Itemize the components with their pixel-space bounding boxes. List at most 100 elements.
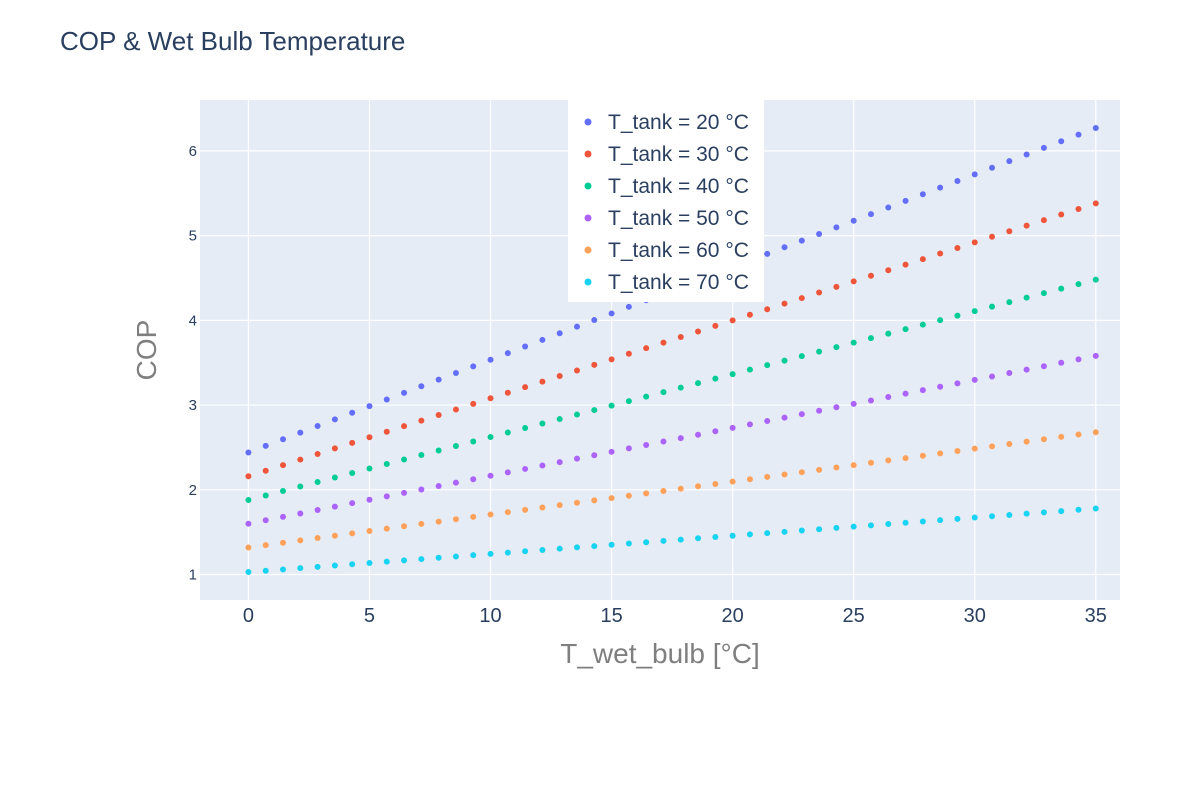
data-point <box>1006 370 1013 377</box>
legend-item[interactable]: T_tank = 60 °C <box>584 239 749 262</box>
data-point <box>919 321 926 328</box>
data-point <box>245 473 252 480</box>
data-point <box>573 544 580 551</box>
legend-item[interactable]: T_tank = 20 °C <box>584 111 749 134</box>
data-point <box>712 375 719 382</box>
data-point <box>331 416 338 423</box>
data-point <box>314 563 321 570</box>
legend-label: T_tank = 20 °C <box>608 111 749 134</box>
data-point <box>989 303 996 310</box>
data-point <box>781 357 788 364</box>
x-tick-label: 15 <box>600 605 622 627</box>
data-point <box>349 561 356 568</box>
data-point <box>764 362 771 369</box>
data-point <box>695 535 702 542</box>
data-point <box>470 363 477 370</box>
data-point <box>764 250 771 257</box>
data-point <box>989 373 996 380</box>
data-point <box>487 472 494 479</box>
data-point <box>470 438 477 445</box>
data-point <box>383 558 390 565</box>
data-point <box>470 552 477 559</box>
data-point <box>677 435 684 442</box>
data-point <box>366 434 373 441</box>
data-point <box>695 380 702 387</box>
data-point <box>677 334 684 341</box>
data-point <box>1023 222 1030 229</box>
data-point <box>833 404 840 411</box>
data-point <box>280 566 287 573</box>
data-point <box>1023 366 1030 373</box>
data-point <box>504 350 511 357</box>
data-point <box>591 317 598 324</box>
data-point <box>245 569 252 576</box>
data-point <box>262 492 269 499</box>
data-point <box>297 510 304 517</box>
data-point <box>677 485 684 492</box>
x-tick-label: 35 <box>1085 605 1107 627</box>
data-point <box>867 211 874 218</box>
data-point <box>1075 506 1082 513</box>
data-point <box>539 420 546 427</box>
data-point <box>573 455 580 462</box>
data-point <box>314 479 321 486</box>
data-point <box>608 310 615 317</box>
data-point <box>971 445 978 452</box>
data-point <box>539 462 546 469</box>
legend-marker <box>584 214 592 222</box>
y-tick-label: 1 <box>189 567 197 584</box>
data-point <box>1006 440 1013 447</box>
data-point <box>504 389 511 396</box>
legend-item[interactable]: T_tank = 40 °C <box>584 175 749 198</box>
data-point <box>937 184 944 191</box>
data-point <box>401 557 408 564</box>
data-point <box>556 459 563 466</box>
data-point <box>280 462 287 469</box>
data-point <box>625 492 632 499</box>
y-axis-title: COP <box>131 320 162 381</box>
series-points <box>245 352 1099 527</box>
data-point <box>280 513 287 520</box>
data-point <box>383 493 390 500</box>
data-point <box>781 414 788 421</box>
data-point <box>764 417 771 424</box>
data-point <box>746 476 753 483</box>
legend-item[interactable]: T_tank = 30 °C <box>584 143 749 166</box>
data-point <box>660 488 667 495</box>
data-point <box>850 217 857 224</box>
data-point <box>349 530 356 537</box>
data-point <box>401 489 408 496</box>
data-point <box>591 543 598 550</box>
data-point <box>867 522 874 529</box>
data-point <box>452 516 459 523</box>
data-point <box>781 528 788 535</box>
data-point <box>1058 508 1065 515</box>
data-point <box>573 499 580 506</box>
data-point <box>781 244 788 251</box>
data-point <box>591 497 598 504</box>
data-point <box>902 455 909 462</box>
legend-item[interactable]: T_tank = 70 °C <box>584 271 749 294</box>
data-point <box>401 389 408 396</box>
data-point <box>245 497 252 503</box>
data-point <box>660 438 667 445</box>
data-point <box>331 562 338 569</box>
data-point <box>452 406 459 413</box>
data-point <box>954 177 961 184</box>
data-point <box>954 244 961 251</box>
data-point <box>435 412 442 419</box>
data-point <box>366 559 373 566</box>
y-tick-label: 2 <box>189 482 197 499</box>
data-point <box>816 230 823 237</box>
legend-label: T_tank = 60 °C <box>608 239 749 262</box>
data-point <box>816 407 823 414</box>
legend[interactable]: T_tank = 20 °C T_tank = 30 °C T_tank = 40 … <box>568 100 764 302</box>
data-point <box>798 527 805 534</box>
data-point <box>729 317 736 324</box>
data-point <box>816 348 823 355</box>
legend-item[interactable]: T_tank = 50 °C <box>584 207 749 230</box>
data-point <box>1040 436 1047 443</box>
legend-background <box>568 100 764 302</box>
series-points <box>245 505 1099 576</box>
data-point <box>919 518 926 525</box>
